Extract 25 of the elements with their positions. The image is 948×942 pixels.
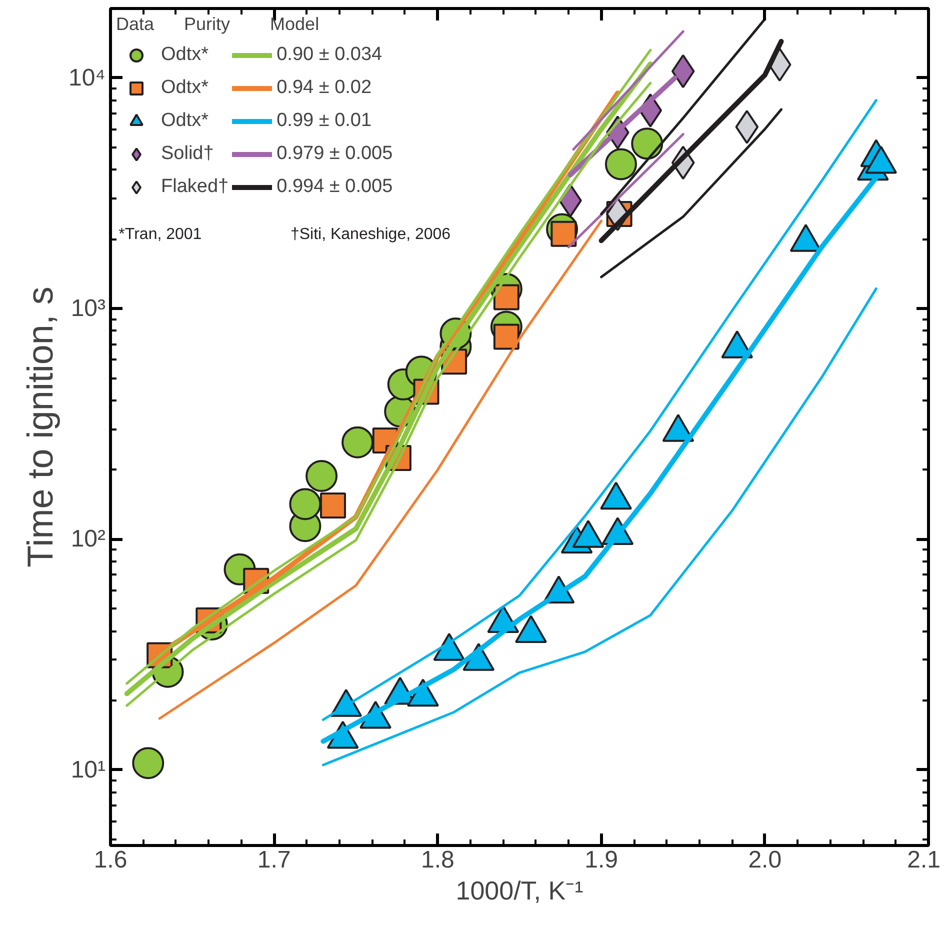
annotation: †Siti, Kaneshige, 2006: [290, 226, 451, 243]
y-axis-title: Time to ignition, s: [19, 286, 60, 568]
legend-label: 0.90 ± 0.034: [276, 44, 382, 66]
legend-label: 0.994 ± 0.005: [276, 176, 393, 198]
x-tick-label: 1.8: [421, 846, 454, 874]
x-tick-label: 2.1: [907, 846, 941, 874]
x-tick-label: 1.7: [257, 846, 291, 874]
legend-label: 0.979 ± 0.005: [276, 143, 393, 165]
legend-label: Odtx*: [161, 44, 209, 66]
legend-label: 0.99 ± 0.01: [276, 110, 372, 132]
x-tick-label: 2.0: [748, 846, 782, 874]
y-tick-label: 10¹: [70, 756, 106, 784]
y-tick-label: 10²: [70, 526, 106, 553]
legend-title: Data Purity Model: [116, 14, 320, 35]
legend-label: 0.94 ± 0.02: [276, 77, 372, 99]
y-tick-label: 10³: [70, 295, 106, 322]
legend-label: Solid†: [161, 143, 214, 165]
y-tick-label: 10⁴: [68, 64, 106, 92]
legend-label: Odtx*: [161, 110, 209, 132]
x-axis-title: 1000/T, K⁻¹: [456, 876, 584, 906]
legend-label: Odtx*: [161, 77, 209, 99]
annotation: *Tran, 2001: [118, 226, 202, 243]
x-tick-label: 1.9: [584, 846, 618, 874]
legend-label: Flaked†: [161, 176, 229, 198]
x-tick-label: 1.6: [94, 846, 128, 874]
